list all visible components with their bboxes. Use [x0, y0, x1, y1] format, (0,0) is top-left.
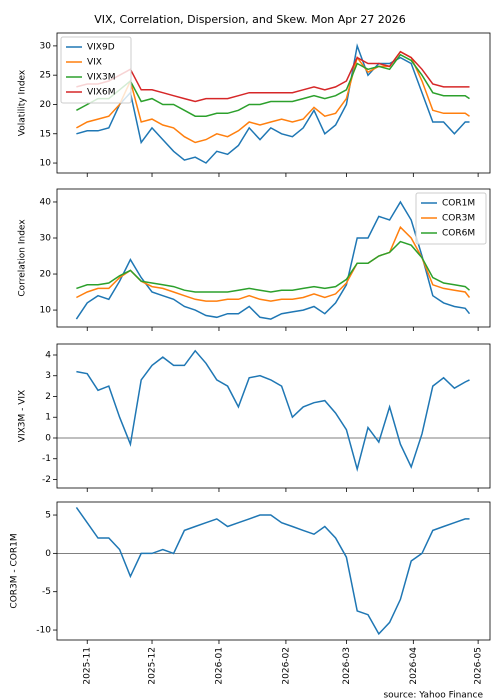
data-line: [75, 200, 471, 320]
y-tick-label: 1: [45, 413, 51, 423]
legend-label: VIX: [87, 58, 102, 68]
y-tick-label: 10: [40, 159, 52, 169]
y-tick-label: 15: [40, 129, 51, 139]
data-line: [76, 50, 470, 103]
y-axis-label: Correlation Index: [18, 219, 28, 297]
y-tick-label: -1: [42, 454, 51, 464]
x-tick-label: 2025-11: [83, 647, 93, 685]
figure-title: VIX, Correlation, Dispersion, and Skew. …: [94, 13, 406, 26]
data-line: [76, 43, 470, 164]
source-note: source: Yahoo Finance: [383, 691, 483, 700]
y-tick-label: 40: [40, 197, 52, 207]
y-tick-label: 30: [40, 41, 52, 51]
data-line: [75, 506, 470, 636]
x-tick-label: 2026-02: [281, 647, 291, 685]
legend-box: [60, 36, 132, 104]
x-tick-label: 2026-03: [342, 647, 352, 685]
plot-frame: [56, 188, 491, 328]
y-tick-label: 0: [45, 549, 51, 559]
y-tick-label: 30: [40, 234, 52, 244]
y-tick-label: 0: [45, 433, 51, 443]
y-tick-label: 5: [45, 511, 51, 521]
x-tick-label: 2026-05: [474, 647, 484, 685]
legend-label: VIX6M: [87, 88, 115, 98]
x-tick-label: 2026-01: [214, 647, 224, 685]
y-tick-label: 20: [40, 100, 52, 110]
y-tick-label: 20: [40, 270, 52, 280]
plot-frame: [56, 501, 491, 641]
y-tick-label: 3: [45, 371, 51, 381]
legend-label: COR6M: [442, 229, 475, 239]
y-axis-label: VIX3M - VIX: [18, 390, 28, 442]
y-tick-label: -5: [42, 587, 51, 597]
y-axis-label: COR3M - COR1M: [10, 533, 20, 608]
x-tick-label: 2026-04: [409, 647, 419, 685]
plot-frame: [56, 32, 491, 174]
legend-label: COR1M: [442, 199, 475, 209]
y-tick-label: -2: [42, 475, 51, 485]
plot-frame: [56, 343, 491, 489]
data-line: [76, 240, 470, 293]
legend-label: VIX3M: [87, 73, 115, 83]
y-tick-label: 25: [40, 71, 51, 81]
legend-label: VIX9D: [87, 43, 115, 53]
legend-box: [415, 192, 487, 245]
data-line: [76, 53, 470, 117]
x-tick-label: 2025-12: [148, 647, 158, 685]
legend-label: COR3M: [442, 214, 475, 224]
y-tick-label: 10: [40, 306, 52, 316]
y-tick-label: 4: [45, 350, 51, 360]
data-line: [76, 349, 470, 473]
y-tick-label: 2: [45, 392, 51, 402]
y-axis-label: Volatility Index: [18, 69, 28, 136]
y-tick-label: -10: [36, 626, 51, 636]
